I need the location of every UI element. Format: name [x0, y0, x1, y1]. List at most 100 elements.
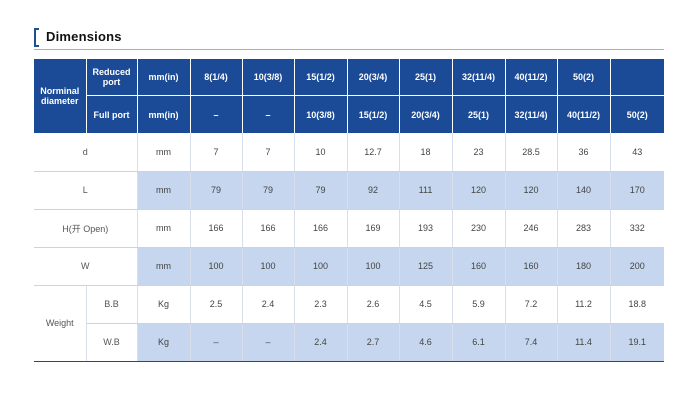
row-label: d	[34, 133, 138, 172]
size-header: 50(2)	[610, 95, 664, 133]
size-header: 15(1/2)	[294, 59, 348, 96]
size-header: –	[242, 95, 295, 133]
reduced-port-header: Reduced port	[86, 59, 138, 96]
table-cell: 246	[505, 209, 558, 248]
table-cell: 4.6	[399, 323, 453, 362]
unit-header: mm(in)	[137, 95, 191, 133]
weight-label: Weight	[34, 285, 87, 362]
size-header: 32(11/4)	[452, 59, 506, 96]
size-header: 20(3/4)	[347, 59, 400, 96]
table-cell: 7.2	[505, 285, 558, 324]
table-cell: 4.5	[399, 285, 453, 324]
table-cell: 7	[242, 133, 295, 172]
table-cell: 5.9	[452, 285, 506, 324]
table-row-weight-wb: W.B Kg – – 2.4 2.7 4.6 6.1 7.4 11.4 19.1	[34, 323, 664, 362]
table-cell: 18	[399, 133, 453, 172]
table-cell: 2.4	[242, 285, 295, 324]
row-label: W	[34, 247, 138, 286]
table-cell: 125	[399, 247, 453, 286]
table-cell: 166	[190, 209, 243, 248]
table-cell: 332	[610, 209, 664, 248]
page-title: Dimensions	[46, 29, 122, 44]
dimensions-table: Norminal diameter Reduced port mm(in) 8(…	[34, 59, 664, 362]
table-cell: 10	[294, 133, 348, 172]
size-header: 8(1/4)	[190, 59, 243, 96]
nominal-diameter-header: Norminal diameter	[34, 59, 87, 134]
table-row-l: L mm 79 79 79 92 111 120 120 140 170	[34, 171, 664, 210]
unit-cell: Kg	[137, 323, 191, 362]
table-cell: 166	[294, 209, 348, 248]
table-cell: 200	[610, 247, 664, 286]
table-cell: –	[190, 323, 243, 362]
header-row-full: Full port mm(in) – – 10(3/8) 15(1/2) 20(…	[34, 95, 664, 133]
table-cell: 7	[190, 133, 243, 172]
table-cell: –	[242, 323, 295, 362]
table-cell: 19.1	[610, 323, 664, 362]
table-cell: 160	[452, 247, 506, 286]
size-header: –	[190, 95, 243, 133]
table-cell: 283	[557, 209, 611, 248]
table-cell: 23	[452, 133, 506, 172]
table-cell: 230	[452, 209, 506, 248]
table-cell: 100	[347, 247, 400, 286]
size-header: 25(1)	[399, 59, 453, 96]
table-cell: 140	[557, 171, 611, 210]
table-cell: 180	[557, 247, 611, 286]
size-header: 40(11/2)	[557, 95, 611, 133]
unit-cell: Kg	[137, 285, 191, 324]
size-header: 10(3/8)	[294, 95, 348, 133]
size-header: 20(3/4)	[399, 95, 453, 133]
sub-row-label: W.B	[86, 323, 138, 362]
table-cell: 18.8	[610, 285, 664, 324]
full-port-header: Full port	[86, 95, 138, 133]
table-cell: 11.2	[557, 285, 611, 324]
table-cell: 28.5	[505, 133, 558, 172]
size-header: 10(3/8)	[242, 59, 295, 96]
unit-cell: mm	[137, 171, 191, 210]
table-cell: 2.7	[347, 323, 400, 362]
table-cell: 79	[190, 171, 243, 210]
size-header: 25(1)	[452, 95, 506, 133]
table-cell: 2.6	[347, 285, 400, 324]
unit-cell: mm	[137, 247, 191, 286]
table-cell: 120	[452, 171, 506, 210]
table-row-w: W mm 100 100 100 100 125 160 160 180 200	[34, 247, 664, 286]
table-row-d: d mm 7 7 10 12.7 18 23 28.5 36 43	[34, 133, 664, 172]
table-cell: 120	[505, 171, 558, 210]
table-cell: 166	[242, 209, 295, 248]
table-cell: 2.4	[294, 323, 348, 362]
table-cell: 2.3	[294, 285, 348, 324]
row-label: L	[34, 171, 138, 210]
table-row-h: H(开 Open) mm 166 166 166 169 193 230 246…	[34, 209, 664, 248]
unit-header: mm(in)	[137, 59, 191, 96]
size-header: 32(11/4)	[505, 95, 558, 133]
table-cell: 79	[294, 171, 348, 210]
row-label: H(开 Open)	[34, 209, 138, 248]
size-header	[610, 59, 664, 96]
table-cell: 2.5	[190, 285, 243, 324]
size-header: 40(11/2)	[505, 59, 558, 96]
sub-row-label: B.B	[86, 285, 138, 324]
table-cell: 193	[399, 209, 453, 248]
table-row-weight-bb: Weight B.B Kg 2.5 2.4 2.3 2.6 4.5 5.9 7.…	[34, 285, 664, 362]
table-cell: 100	[294, 247, 348, 286]
unit-cell: mm	[137, 133, 191, 172]
size-header: 50(2)	[557, 59, 611, 96]
table-cell: 170	[610, 171, 664, 210]
table-cell: 43	[610, 133, 664, 172]
unit-cell: mm	[137, 209, 191, 248]
table-cell: 36	[557, 133, 611, 172]
table-cell: 169	[347, 209, 400, 248]
size-header: 15(1/2)	[347, 95, 400, 133]
table-cell: 100	[190, 247, 243, 286]
table-cell: 79	[242, 171, 295, 210]
table-cell: 7.4	[505, 323, 558, 362]
table-cell: 6.1	[452, 323, 506, 362]
section-title-bar: Dimensions	[34, 27, 664, 50]
table-cell: 111	[399, 171, 453, 210]
header-row-reduced: Norminal diameter Reduced port mm(in) 8(…	[34, 59, 664, 134]
table-cell: 160	[505, 247, 558, 286]
table-cell: 11.4	[557, 323, 611, 362]
table-cell: 100	[242, 247, 295, 286]
title-bracket-icon	[34, 28, 39, 47]
